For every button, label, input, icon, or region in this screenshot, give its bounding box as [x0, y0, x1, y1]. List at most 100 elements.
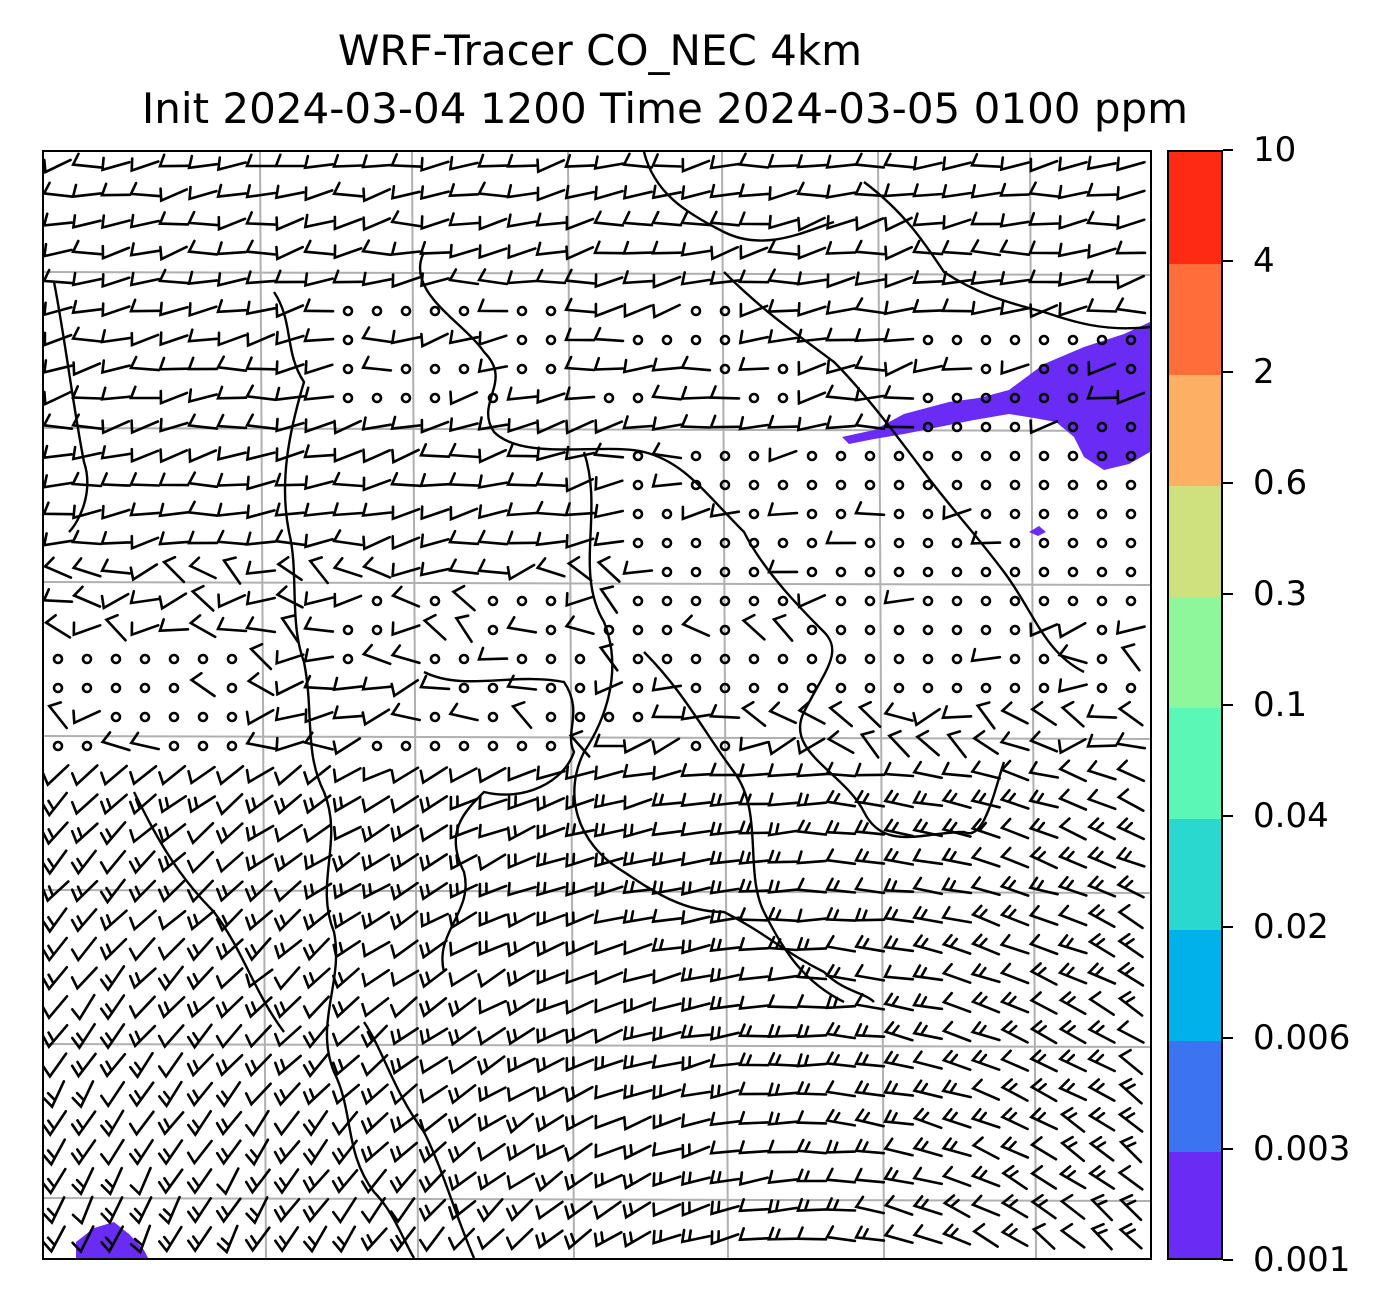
wind-barb: [216, 413, 248, 430]
wind-barb: [245, 1109, 270, 1138]
calm-marker: [400, 392, 412, 404]
wind-barb: [420, 505, 450, 521]
calm-marker: [429, 653, 441, 665]
wind-barb: [912, 905, 944, 924]
calm-marker: [690, 566, 702, 578]
wind-barb: [942, 1194, 971, 1219]
wind-barb: [564, 153, 596, 168]
wind-barb: [536, 795, 566, 812]
wind-barb: [187, 530, 219, 545]
wind-barb: [797, 244, 827, 260]
wind-barb: [1115, 847, 1146, 868]
wind-barb: [303, 386, 335, 401]
calm-marker: [226, 653, 238, 665]
wind-barb: [506, 912, 536, 929]
wind-barb: [825, 995, 857, 1010]
calm-marker: [777, 653, 789, 665]
wind-barb: [883, 1109, 915, 1126]
map-panel[interactable]: [42, 150, 1152, 1260]
wind-barb: [825, 1022, 857, 1040]
wind-barb: [941, 1137, 972, 1158]
calm-marker: [342, 653, 354, 665]
wind-barb: [1000, 1194, 1029, 1219]
wind-barb: [564, 1142, 593, 1163]
calm-marker: [429, 392, 441, 404]
wind-barb: [44, 212, 74, 227]
calm-marker: [1096, 595, 1108, 607]
wind-barb: [419, 882, 448, 901]
calm-marker: [835, 450, 847, 462]
wind-barb: [941, 906, 973, 924]
wind-barb: [419, 824, 449, 843]
wind-barb: [796, 819, 828, 836]
wind-barb: [942, 505, 972, 521]
wind-barb: [245, 239, 277, 256]
wind-barb: [651, 880, 683, 896]
calm-marker: [371, 595, 383, 607]
calm-marker: [690, 740, 702, 752]
wind-barb: [738, 763, 770, 778]
wind-barb: [303, 794, 332, 815]
wind-barb: [680, 881, 711, 897]
wind-barb: [332, 967, 360, 990]
calm-marker: [458, 682, 470, 694]
wind-barb: [768, 186, 798, 202]
wind-barb: [912, 270, 944, 285]
wind-barb: [391, 535, 421, 551]
wind-barb: [331, 1139, 358, 1166]
wind-barb: [796, 994, 828, 1009]
wind-barb: [709, 155, 741, 170]
wind-barb: [854, 848, 886, 865]
wind-barb: [70, 1052, 97, 1079]
wind-barb: [883, 414, 915, 429]
wind-barb: [128, 1024, 157, 1049]
wind-barb: [565, 969, 595, 985]
wind-barb: [999, 1136, 1030, 1159]
calm-marker: [516, 653, 528, 665]
wind-barb: [710, 1200, 740, 1216]
calm-marker: [690, 595, 702, 607]
wind-barb: [506, 1112, 534, 1135]
wind-barb: [44, 444, 74, 460]
wind-barb: [71, 1225, 95, 1254]
calm-marker: [748, 566, 760, 578]
wind-barb: [536, 881, 566, 897]
wind-barb: [100, 1166, 123, 1197]
wind-barb: [1058, 759, 1087, 783]
wind-barb: [1087, 243, 1117, 260]
wind-barb: [767, 1023, 799, 1038]
wind-barb: [884, 361, 913, 378]
wind-barb: [274, 939, 303, 960]
wind-barb: [128, 937, 156, 962]
wind-barb: [129, 823, 158, 844]
wind-barb: [680, 1024, 712, 1039]
wind-barb: [507, 1056, 536, 1074]
wind-barb: [854, 181, 886, 198]
wind-barb: [594, 680, 624, 696]
wind-barb: [884, 245, 913, 261]
wind-barb: [303, 909, 332, 931]
wind-barb: [361, 911, 391, 930]
colorbar-tick-label: 0.04: [1253, 796, 1329, 836]
wind-barb: [825, 1080, 857, 1098]
wind-barb: [506, 530, 538, 545]
wind-barb: [158, 153, 190, 168]
wind-barb: [448, 529, 480, 546]
calm-marker: [1009, 653, 1021, 665]
wind-barb: [216, 385, 248, 400]
wind-barb: [651, 908, 683, 924]
wind-barb: [651, 442, 683, 460]
wind-barb: [1115, 620, 1146, 636]
wind-barb: [709, 909, 741, 924]
calm-marker: [574, 682, 586, 694]
wind-barb: [274, 706, 305, 722]
wind-barb: [622, 210, 654, 227]
wind-barb: [275, 585, 304, 609]
wind-barb: [767, 1111, 799, 1126]
wind-barb: [159, 417, 189, 433]
wind-barb: [593, 503, 624, 519]
wind-barb: [709, 1111, 741, 1127]
calm-marker: [197, 653, 209, 665]
wind-barb: [536, 446, 566, 462]
wind-barb: [709, 385, 741, 400]
